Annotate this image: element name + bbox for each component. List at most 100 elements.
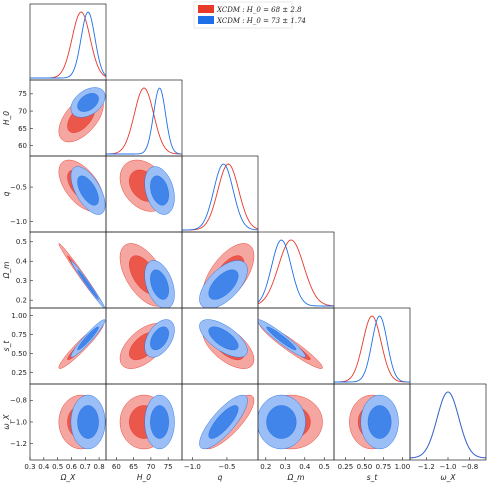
- x-axis-label-omega_x: Ω_X: [60, 473, 76, 482]
- contour-inner-w_x-omega_m-series-1: [266, 405, 297, 439]
- x-tick-label-omega_x-3: 0.6: [66, 463, 78, 471]
- marginal-curve-omega_x-series-0: [30, 11, 106, 79]
- y-axis-label-w_x: ω_X: [2, 414, 11, 430]
- contour-inner-w_x-h0-series-1: [150, 405, 169, 439]
- x-tick-label-omega_x-5: 0.8: [94, 463, 105, 471]
- marginal-curve-omega_m-series-0: [258, 239, 334, 307]
- y-tick-label-omega_m-2: 0.4: [16, 258, 28, 266]
- y-tick-label-w_x-1: −1.0: [10, 418, 27, 426]
- x-tick-label-q-1: −0.5: [218, 463, 235, 471]
- y-tick-label-s_t-0: 0.25: [11, 369, 27, 377]
- panel-frame: [29, 3, 107, 81]
- x-axis-label-q: q: [218, 473, 223, 482]
- contour-inner-omega_m-h0-series-1: [150, 269, 169, 300]
- y-tick-label-s_t-3: 1.00: [11, 312, 27, 320]
- panel-omega_m-q: [181, 231, 259, 309]
- y-tick-label-h0-0: 60: [18, 142, 27, 150]
- contour-inner-s_t-q-series-1: [208, 326, 239, 351]
- x-tick-label-omega_m-0: 0.2: [260, 463, 271, 471]
- y-tick-label-s_t-1: 0.50: [11, 350, 27, 358]
- marginal-curve-w_x-series-0: [410, 391, 486, 459]
- contour-inner-s_t-h0-series-1: [150, 326, 169, 351]
- x-tick-label-omega_x-4: 0.7: [80, 463, 91, 471]
- panel-w_x-h0: 60 65 70 75 H_0: [105, 383, 183, 482]
- panel-h0-omega_x: 60 65 70 75 H_0: [2, 79, 107, 157]
- marginal-curve-q-series-0: [182, 163, 258, 231]
- contour-inner-w_x-s_t-series-1: [367, 405, 392, 439]
- panel-s_t-omega_m: [257, 307, 335, 385]
- contour-inner-q-omega_x-series-1: [77, 175, 99, 206]
- y-tick-label-w_x-0: −1.2: [10, 440, 27, 448]
- panel-w_x-s_t: 0.25 0.50 0.75 1.00 s_t: [333, 383, 411, 482]
- y-axis-label-h0: H_0: [2, 111, 11, 125]
- x-tick-label-h0-0: 60: [112, 463, 121, 471]
- x-tick-label-omega_x-2: 0.5: [52, 463, 63, 471]
- panel-s_t-q: [181, 307, 259, 385]
- panel-omega_m-omega_x: 0.2 0.3 0.4 0.5 Ω_m: [2, 231, 107, 309]
- contour-inner-h0-omega_x-series-1: [77, 93, 99, 112]
- marginal-curve-w_x-series-1: [410, 391, 486, 459]
- x-axis-label-h0: H_0: [137, 473, 151, 482]
- x-tick-label-omega_m-2: 0.4: [299, 463, 311, 471]
- y-tick-label-omega_m-0: 0.2: [16, 297, 27, 305]
- legend: XCDM : H_0 = 68 ± 2.8 XCDM : H_0 = 73 ± …: [193, 1, 306, 29]
- contour-inner-omega_m-omega_x-series-1: [77, 269, 99, 300]
- y-tick-label-h0-1: 65: [18, 125, 27, 133]
- x-tick-label-s_t-3: 1.00: [395, 463, 411, 471]
- x-tick-label-q-0: −1.0: [184, 463, 201, 471]
- legend-label-red: XCDM : H_0 = 68 ± 2.8: [216, 6, 302, 14]
- panel-w_x-omega_m: 0.2 0.3 0.4 0.5 Ω_m: [257, 383, 335, 482]
- marginal-curve-h0-series-0: [106, 87, 182, 155]
- x-tick-label-s_t-1: 0.50: [357, 463, 373, 471]
- panels-layer: 60657075H_0−1.0−0.5q0.20.30.40.5Ω_m0.250…: [2, 3, 487, 482]
- panel-omega_m-omega_m: [257, 231, 335, 309]
- x-tick-label-h0-2: 70: [146, 463, 155, 471]
- x-tick-label-h0-3: 75: [164, 463, 173, 471]
- contour-inner-s_t-omega_m-series-1: [266, 326, 297, 351]
- x-axis-label-omega_m: Ω_m: [287, 473, 305, 482]
- x-tick-label-omega_x-0: 0.3: [24, 463, 35, 471]
- legend-label-blue: XCDM : H_0 = 73 ± 1.74: [216, 17, 306, 25]
- x-tick-label-omega_x-1: 0.4: [38, 463, 50, 471]
- y-axis-label-omega_m: Ω_m: [2, 262, 11, 280]
- panel-frame: [105, 79, 183, 157]
- panel-frame: [409, 383, 487, 461]
- panel-w_x-w_x: −1.2 −1.0 −0.8 ω_X: [409, 383, 487, 482]
- panel-q-h0: [105, 155, 183, 233]
- contour-inner-s_t-omega_x-series-1: [77, 326, 99, 351]
- marginal-curve-s_t-series-0: [334, 315, 410, 383]
- contour-inner-w_x-omega_x-series-1: [77, 405, 99, 439]
- panel-s_t-omega_x: 0.25 0.50 0.75 1.00 s_t: [2, 307, 107, 385]
- marginal-curve-q-series-1: [182, 163, 258, 231]
- y-tick-label-q-0: −1.0: [10, 218, 27, 226]
- y-tick-label-w_x-2: −0.8: [10, 397, 27, 405]
- legend-swatch-red: [198, 5, 214, 13]
- panel-frame: [257, 231, 335, 309]
- marginal-curve-omega_x-series-1: [30, 11, 106, 79]
- panel-h0-h0: [105, 79, 183, 157]
- legend-swatch-blue: [198, 16, 214, 24]
- contour-inner-q-h0-series-1: [150, 175, 169, 206]
- panel-q-omega_x: −1.0 −0.5q: [2, 155, 107, 233]
- contour-inner-w_x-q-series-1: [208, 405, 239, 439]
- x-tick-label-omega_m-1: 0.3: [280, 463, 291, 471]
- panel-s_t-s_t: [333, 307, 411, 385]
- panel-w_x-q: −1.0 −0.5 q: [181, 383, 259, 482]
- y-tick-label-s_t-2: 0.75: [11, 331, 27, 339]
- panel-q-q: [181, 155, 259, 233]
- x-tick-label-s_t-0: 0.25: [338, 463, 354, 471]
- y-axis-label-s_t: s_t: [2, 340, 11, 352]
- x-tick-label-s_t-2: 0.75: [376, 463, 392, 471]
- y-tick-label-omega_m-3: 0.5: [16, 238, 27, 246]
- y-tick-label-q-1: −0.5: [10, 183, 27, 191]
- y-tick-label-h0-3: 75: [18, 90, 27, 98]
- x-tick-label-h0-1: 65: [129, 463, 138, 471]
- panel-frame: [29, 307, 107, 385]
- panel-omega_x-omega_x: [29, 3, 107, 81]
- panel-w_x-omega_x: −1.2 −1.0 −0.8 ω_X 0.3 0.4 0.5 0.6 0.7 0.8 Ω_X: [2, 383, 107, 482]
- x-tick-label-omega_m-3: 0.5: [319, 463, 330, 471]
- x-tick-label-w_x-1: −1.0: [440, 463, 457, 471]
- panel-frame: [333, 307, 411, 385]
- marginal-curve-h0-series-1: [106, 87, 182, 155]
